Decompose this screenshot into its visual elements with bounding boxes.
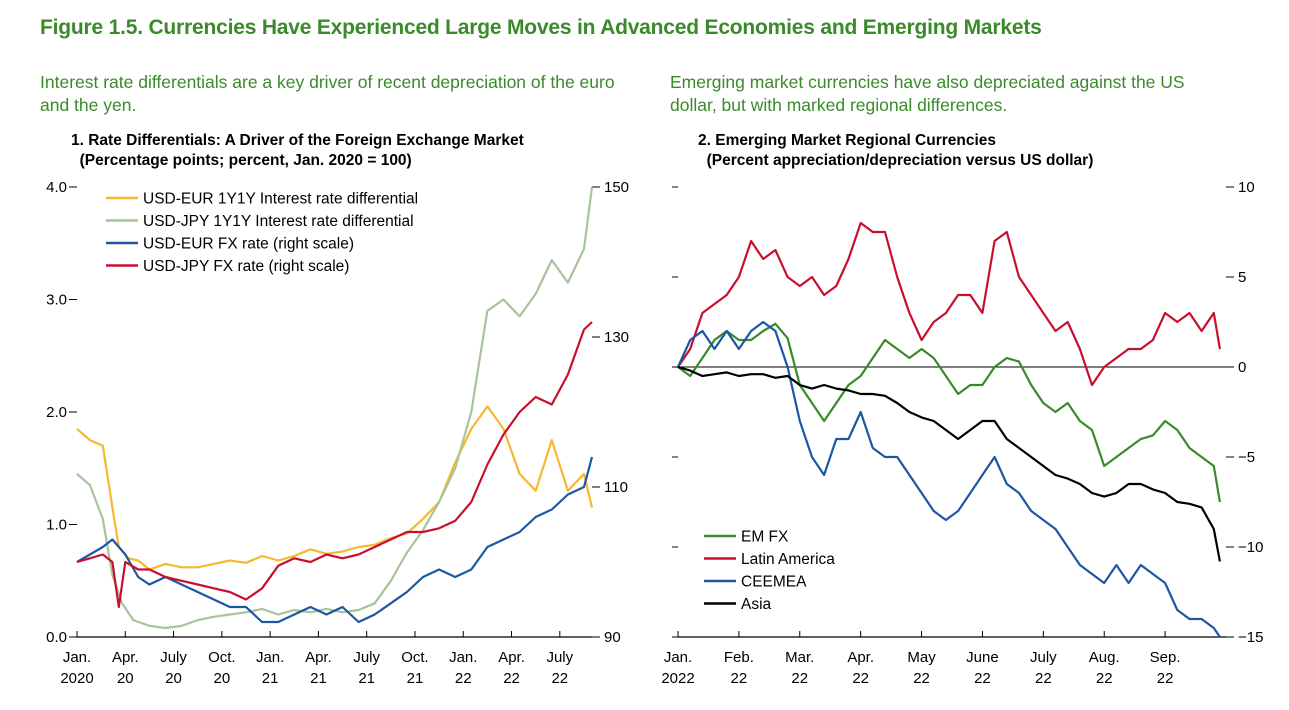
- x-tick-label: 22: [1096, 670, 1113, 687]
- panel1-title-line1: 1. Rate Differentials: A Driver of the F…: [71, 132, 524, 149]
- right-tick-label: −15: [1238, 629, 1263, 646]
- x-tick-label: 22: [731, 670, 748, 687]
- x-tick-label: 2022: [661, 670, 694, 687]
- x-tick-label: Jan.: [256, 649, 284, 666]
- legend: EM FX Latin America CEEMEA Asia: [704, 529, 835, 613]
- x-tick-label: 22: [913, 670, 930, 687]
- x-tick-label: Jan.: [63, 649, 91, 666]
- series-line-0: [677, 322, 1221, 503]
- legend-label-2: CEEMEA: [741, 574, 807, 591]
- legend-label-3: Asia: [741, 596, 772, 613]
- left-tick-label: 2.0: [46, 404, 67, 421]
- x-tick-label: 22: [455, 670, 472, 687]
- panel1-title-line2: (Percentage points; percent, Jan. 2020 =…: [79, 152, 412, 169]
- x-tick-label: Apr.: [112, 649, 139, 666]
- x-tick-label: 22: [1157, 670, 1174, 687]
- x-tick-label: July: [160, 649, 187, 666]
- legend-label-0: USD-EUR 1Y1Y Interest rate differential: [143, 191, 418, 208]
- x-tick-label: Apr.: [498, 649, 525, 666]
- x-tick-label: Sep.: [1150, 649, 1181, 666]
- panel2-title: 2. Emerging Market Regional Currencies (…: [698, 131, 1093, 171]
- legend-label-1: USD-JPY 1Y1Y Interest rate differential: [143, 213, 414, 230]
- x-tick-label: 22: [1035, 670, 1052, 687]
- x-tick-label: Jan.: [664, 649, 692, 666]
- figure-title: Figure 1.5. Currencies Have Experienced …: [40, 16, 1042, 39]
- x-tick-label: 2020: [60, 670, 93, 687]
- right-tick-label: 5: [1238, 269, 1246, 286]
- left-tick-label: 3.0: [46, 292, 67, 309]
- series-line-2: [76, 456, 594, 624]
- x-tick-label: Apr.: [847, 649, 874, 666]
- x-tick-label: July: [353, 649, 380, 666]
- series-line-3: [677, 365, 1221, 562]
- x-tick-label: June: [966, 649, 999, 666]
- right-tick-label: 150: [604, 179, 629, 196]
- right-tick-label: 110: [604, 479, 628, 496]
- panel2-title-line1: 2. Emerging Market Regional Currencies: [698, 132, 997, 149]
- x-tick-label: July: [1030, 649, 1057, 666]
- x-tick-label: July: [546, 649, 573, 666]
- x-tick-label: 21: [358, 670, 375, 687]
- legend-label-0: EM FX: [741, 529, 789, 546]
- legend-label-2: USD-EUR FX rate (right scale): [143, 236, 354, 253]
- right-tick-label: 0: [1238, 359, 1246, 376]
- legend-label-1: Latin America: [741, 551, 835, 568]
- right-tick-label: −10: [1238, 539, 1263, 556]
- x-tick-label: Feb.: [724, 649, 754, 666]
- x-tick-label: 20: [165, 670, 182, 687]
- x-tick-label: 22: [974, 670, 991, 687]
- x-tick-label: 20: [117, 670, 134, 687]
- panel2-title-line2: (Percent appreciation/depreciation versu…: [706, 152, 1094, 169]
- x-tick-label: 21: [407, 670, 424, 687]
- x-tick-label: 20: [214, 670, 231, 687]
- x-tick-label: 21: [262, 670, 279, 687]
- x-tick-label: Aug.: [1089, 649, 1120, 666]
- right-tick-label: 90: [604, 629, 621, 646]
- right-tick-label: 10: [1238, 179, 1255, 196]
- x-tick-label: 21: [310, 670, 327, 687]
- left-subtitle: Interest rate differentials are a key dr…: [40, 72, 615, 115]
- right-tick-label: −5: [1238, 449, 1255, 466]
- rate-differentials-chart: 0.01.02.03.04.090110130150Jan.2020Apr.20…: [46, 179, 629, 687]
- legend: USD-EUR 1Y1Y Interest rate differential U…: [106, 191, 418, 275]
- series-line-2: [676, 320, 1221, 638]
- x-tick-label: Jan.: [449, 649, 477, 666]
- legend-label-3: USD-JPY FX rate (right scale): [143, 258, 349, 275]
- left-tick-label: 4.0: [46, 179, 67, 196]
- right-tick-label: 130: [604, 329, 629, 346]
- x-tick-label: Apr.: [305, 649, 332, 666]
- x-tick-label: 22: [791, 670, 808, 687]
- left-tick-label: 1.0: [46, 517, 67, 534]
- series-line-0: [76, 405, 594, 571]
- right-subtitle: Emerging market currencies have also dep…: [670, 72, 1185, 115]
- x-tick-label: May: [907, 649, 936, 666]
- x-tick-label: 22: [551, 670, 568, 687]
- series-line-1: [677, 221, 1221, 387]
- left-tick-label: 0.0: [46, 629, 67, 646]
- x-tick-label: 22: [503, 670, 520, 687]
- x-tick-label: Oct.: [401, 649, 429, 666]
- x-tick-label: 22: [852, 670, 869, 687]
- x-tick-label: Mar.: [785, 649, 814, 666]
- panel1-title: 1. Rate Differentials: A Driver of the F…: [71, 131, 524, 171]
- series-line-3: [76, 321, 593, 609]
- x-tick-label: Oct.: [208, 649, 236, 666]
